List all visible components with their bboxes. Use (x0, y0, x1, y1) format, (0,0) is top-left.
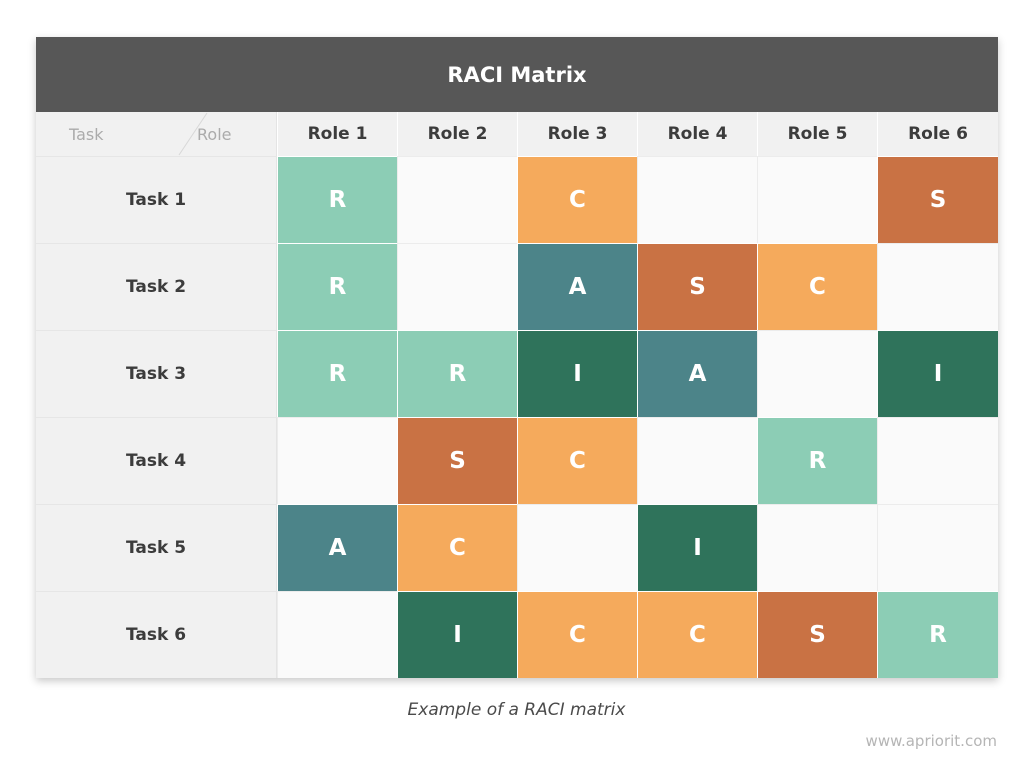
matrix-title: RACI Matrix (36, 37, 998, 112)
raci-cell-task1-role4 (637, 156, 757, 243)
task-label-5: Task 5 (36, 504, 277, 591)
raci-cell-task4-role5: R (757, 417, 877, 504)
task-label-4: Task 4 (36, 417, 277, 504)
raci-cell-task3-role6: I (877, 330, 998, 417)
raci-cell-task6-role5: S (757, 591, 877, 678)
corner-header: Task Role (36, 112, 277, 156)
raci-cell-task5-role2: C (397, 504, 517, 591)
raci-cell-task2-role6 (877, 243, 998, 330)
corner-diagonal-line (178, 112, 208, 156)
task-label-2: Task 2 (36, 243, 277, 330)
raci-cell-task3-role5 (757, 330, 877, 417)
site-watermark: www.apriorit.com (865, 732, 997, 750)
raci-cell-task2-role3: A (517, 243, 637, 330)
raci-cell-task5-role5 (757, 504, 877, 591)
role-header-3: Role 3 (517, 112, 637, 156)
role-header-5: Role 5 (757, 112, 877, 156)
role-header-4: Role 4 (637, 112, 757, 156)
raci-cell-task2-role2 (397, 243, 517, 330)
raci-cell-task6-role6: R (877, 591, 998, 678)
raci-cell-task1-role1: R (277, 156, 397, 243)
task-label-3: Task 3 (36, 330, 277, 417)
raci-grid: Task Role Role 1 Role 2 Role 3 Role 4 Role 5… (36, 112, 998, 678)
raci-cell-task4-role3: C (517, 417, 637, 504)
raci-cell-task3-role4: A (637, 330, 757, 417)
role-header-6: Role 6 (877, 112, 998, 156)
raci-cell-task4-role6 (877, 417, 998, 504)
role-header-2: Role 2 (397, 112, 517, 156)
raci-cell-task5-role6 (877, 504, 998, 591)
raci-cell-task4-role4 (637, 417, 757, 504)
raci-cell-task5-role4: I (637, 504, 757, 591)
raci-cell-task1-role5 (757, 156, 877, 243)
raci-cell-task6-role1 (277, 591, 397, 678)
raci-cell-task5-role1: A (277, 504, 397, 591)
raci-cell-task1-role6: S (877, 156, 998, 243)
role-header-1: Role 1 (277, 112, 397, 156)
raci-cell-task2-role5: C (757, 243, 877, 330)
raci-matrix-card: RACI Matrix Task Role Role 1 Role 2 Role 3… (36, 37, 998, 678)
corner-role-label: Role (197, 125, 232, 144)
raci-cell-task6-role2: I (397, 591, 517, 678)
raci-cell-task6-role3: C (517, 591, 637, 678)
raci-cell-task5-role3 (517, 504, 637, 591)
raci-cell-task4-role2: S (397, 417, 517, 504)
raci-cell-task2-role4: S (637, 243, 757, 330)
raci-cell-task4-role1 (277, 417, 397, 504)
raci-cell-task6-role4: C (637, 591, 757, 678)
raci-cell-task3-role2: R (397, 330, 517, 417)
raci-cell-task3-role3: I (517, 330, 637, 417)
figure-caption: Example of a RACI matrix (407, 700, 626, 720)
raci-cell-task1-role3: C (517, 156, 637, 243)
raci-cell-task1-role2 (397, 156, 517, 243)
task-label-6: Task 6 (36, 591, 277, 678)
corner-task-label: Task (69, 125, 104, 144)
task-label-1: Task 1 (36, 156, 277, 243)
raci-cell-task2-role1: R (277, 243, 397, 330)
raci-cell-task3-role1: R (277, 330, 397, 417)
